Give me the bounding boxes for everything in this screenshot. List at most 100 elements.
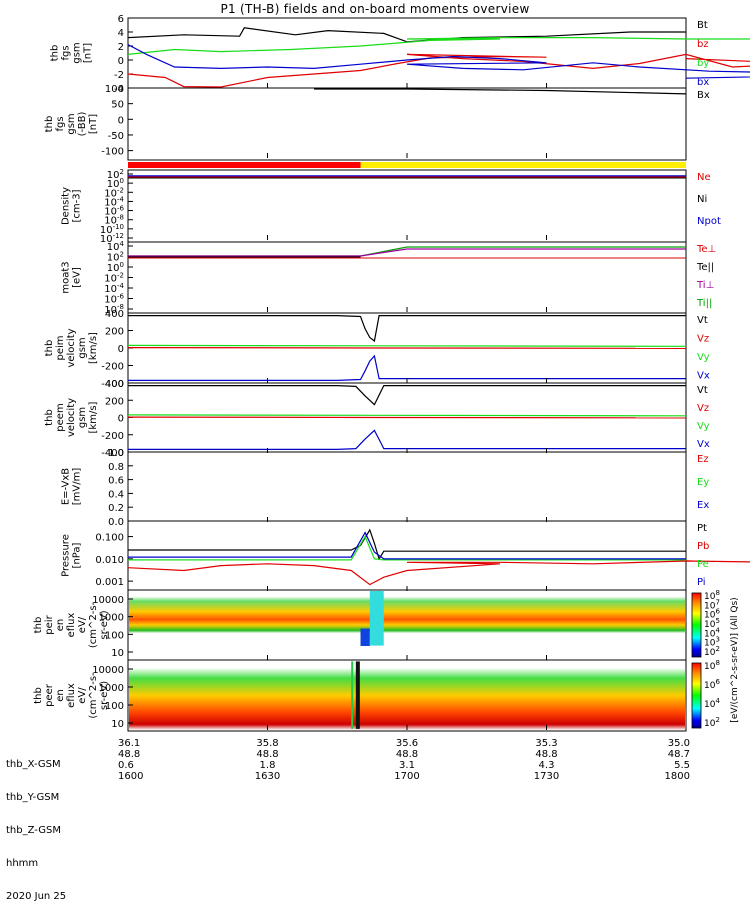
spectrogram-gap (355, 661, 360, 729)
series-line (127, 36, 750, 55)
spectrogram-fill (129, 661, 685, 730)
y-axis-label: fgs (61, 45, 72, 60)
y-tick-label: 0.2 (108, 503, 124, 514)
legend-item: Ni (697, 194, 707, 205)
colorbar-tick-label: 108 (704, 659, 720, 672)
y-tick-label: 104 (107, 240, 125, 253)
y-axis-label: eV/ (77, 687, 88, 704)
spectrogram-burst (369, 591, 384, 646)
y-tick-label: -50 (108, 131, 124, 142)
y-tick-label: 0.8 (108, 462, 124, 473)
series-line (127, 560, 750, 586)
panel-peem_velocity (127, 382, 687, 453)
x-axis-value: 1730 (534, 771, 559, 782)
series-line (314, 88, 687, 95)
y-axis-label: peem (55, 403, 66, 431)
y-tick-label: 0.6 (108, 476, 124, 487)
y-tick-label: 1000 (99, 613, 124, 624)
panel-frame (127, 241, 687, 314)
y-tick-label: 10-12 (100, 232, 124, 245)
panel-frame (127, 169, 687, 243)
y-axis-label: thb (50, 45, 61, 62)
y-tick-label: 10000 (92, 595, 124, 606)
y-axis-label: Pressure (61, 534, 72, 577)
y-axis-label: peim (55, 335, 66, 360)
y-axis-label: velocity (66, 328, 77, 367)
y-tick-label: -200 (101, 362, 124, 373)
colorbar-tick-label: 104 (704, 697, 720, 710)
x-axis-value: 35.8 (256, 738, 278, 749)
panel-temperature (127, 241, 687, 314)
colorbar-label: [eV/(cm^2-s-sr-eV)] (All Qs) (730, 597, 740, 722)
legend-item: Pt (697, 523, 707, 534)
spectrogram-burst (351, 661, 354, 729)
panel-frame (127, 520, 687, 591)
legend-item: bx (697, 77, 709, 88)
x-row-label-z-gsm: thb_Z-GSM (6, 825, 61, 836)
x-axis-value: 36.1 (118, 738, 140, 749)
legend-item: Pe (697, 559, 709, 570)
y-tick-label: 0.100 (95, 533, 124, 544)
y-axis-label: gsm (72, 42, 83, 63)
y-tick-label: 200 (105, 396, 124, 407)
y-axis-label: Density (61, 187, 72, 225)
y-axis-label: thb (33, 687, 44, 704)
mode-bar-segment (128, 162, 361, 168)
panel-pressure (127, 520, 750, 591)
colorbar-tick-label: 104 (704, 626, 720, 639)
legend-item: Ex (697, 500, 709, 511)
colorbar (691, 592, 702, 658)
y-tick-label: 10-4 (104, 282, 124, 295)
colorbar-tick-label: 102 (704, 716, 720, 729)
x-axis-value: 48.8 (535, 749, 557, 760)
y-tick-label: -400 (101, 379, 124, 390)
panel-density (127, 169, 687, 243)
y-tick-label: 10 (111, 648, 124, 659)
panel-peim_velocity (127, 312, 687, 384)
y-tick-label: 0.4 (108, 489, 124, 500)
panel-peir_en_eflux (127, 589, 687, 661)
x-axis-value: 48.8 (118, 749, 140, 760)
y-tick-label: 4 (118, 28, 124, 39)
series-line (128, 385, 686, 406)
legend-item: Bx (697, 90, 710, 101)
y-axis-label: [nT] (83, 43, 94, 63)
x-axis-value: 1600 (118, 771, 143, 782)
y-axis-label: en (55, 619, 66, 632)
y-tick-label: 400 (105, 309, 124, 320)
x-row-label-hhmm: hhmm (6, 858, 39, 869)
y-axis-label: peir (44, 614, 55, 634)
y-axis-label: [eV] (72, 267, 83, 288)
panel-peer_en_eflux (127, 659, 687, 732)
y-tick-label: 0.001 (95, 577, 124, 588)
y-tick-label: 100 (107, 261, 124, 274)
colorbar (691, 662, 702, 729)
x-axis-value: 4.3 (539, 760, 555, 771)
legend-item: bz (697, 39, 709, 50)
legend-item: Ti⊥ (696, 280, 714, 291)
y-axis-label: en (55, 689, 66, 702)
y-tick-label: 0.0 (108, 517, 124, 528)
y-axis-label: eflux (66, 613, 77, 638)
y-tick-label: 0 (118, 414, 124, 425)
series-line (128, 528, 686, 561)
series-line (128, 535, 686, 561)
x-axis-value: 48.8 (256, 749, 278, 760)
series-line (127, 27, 686, 43)
y-tick-label: 10-2 (104, 272, 124, 285)
series-line (128, 248, 686, 257)
legend-item: Ez (697, 454, 709, 465)
y-tick-label: 102 (107, 168, 124, 181)
legend-item: Vt (697, 385, 708, 396)
y-axis-label: (cm^2-s- (88, 601, 99, 648)
panel-frame (127, 87, 687, 161)
colorbar-tick-label: 108 (704, 589, 720, 602)
x-axis-value: 0.6 (118, 760, 134, 771)
legend-item: by (697, 58, 709, 69)
x-axis-value: 48.7 (668, 749, 690, 760)
y-axis-label: E=-VxB (61, 468, 72, 505)
y-axis-label: eV/ (77, 616, 88, 633)
page-title: P1 (TH-B) fields and on-board moments ov… (220, 2, 530, 16)
x-axis-value: 1630 (255, 771, 280, 782)
legend-item: Ti|| (696, 298, 712, 309)
